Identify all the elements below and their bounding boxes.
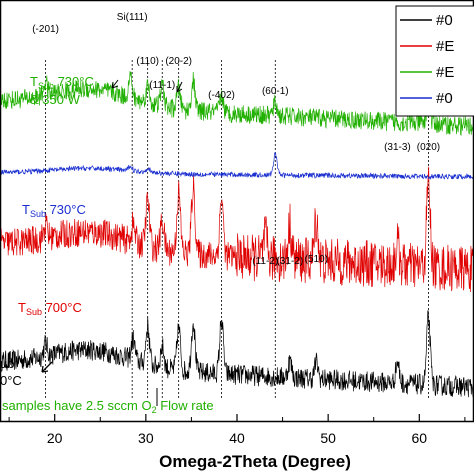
peak-label: (11-1) (149, 80, 175, 91)
green-power-label: & 350 W (30, 92, 81, 107)
peak-label: (11-2) (252, 256, 278, 267)
peak-label: (20-2) (165, 56, 192, 67)
x-tick-label: 50 (320, 430, 336, 446)
series-layer (0, 71, 474, 398)
peak-label: (020) (417, 142, 440, 153)
black-arrow (41, 361, 53, 373)
legend: #0 #E #E #0 (395, 5, 474, 117)
series-line-3 (0, 71, 474, 137)
legend-box (395, 5, 474, 117)
legend-label: #E (436, 64, 454, 81)
peak-label: (-201) (32, 24, 59, 35)
legend-label: #0 (436, 90, 453, 107)
black-sub-label: ub (0, 356, 14, 371)
202-arrow (176, 81, 183, 93)
series-line-2 (0, 166, 474, 293)
legend-label: #E (436, 38, 454, 55)
legend-label: #0 (436, 12, 453, 29)
peak-label: Si(111) (117, 12, 148, 23)
green-condition-label: TSub 730°C (30, 74, 94, 91)
peak-label: (-402) (208, 90, 235, 101)
blue-condition-label: TSub 730°C (22, 202, 86, 219)
peak-label: (110) (136, 56, 159, 67)
series-line-4 (0, 152, 474, 180)
red-condition-label: TSub 700°C (18, 300, 82, 317)
peak-label: (510) (305, 254, 328, 265)
x-tick-label: 40 (229, 430, 245, 446)
peak-label: (31-3) (384, 142, 411, 153)
si-arrow (111, 79, 119, 89)
peak-labels: (-201) Si(111) (110) (11-1) (20-2) (-402) (60-… (32, 12, 440, 267)
x-axis-title: Omega-2Theta (Degree) (159, 452, 351, 471)
x-tick-label: 30 (138, 430, 154, 446)
x-axis-ticks: 20 30 40 50 60 (8, 414, 466, 446)
series-line-1 (0, 310, 474, 398)
peak-label: (31-2) (277, 256, 304, 267)
peak-label: (60-1) (262, 86, 289, 97)
x-tick-label: 20 (47, 430, 63, 446)
footer-note: samples have 2.5 sccm O2 Flow rate (2, 398, 214, 415)
x-tick-label: 60 (412, 430, 428, 446)
black-temp-label: 0°C (0, 373, 22, 388)
